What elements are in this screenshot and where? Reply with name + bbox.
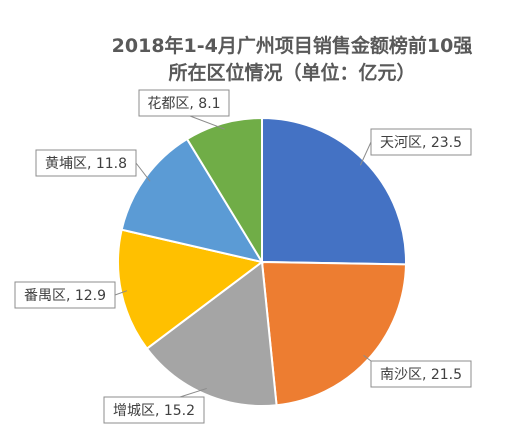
data-label-4: 番禺区, 12.9 [24, 288, 106, 304]
chart-subtitle: 所在区位情况（单位：亿元） [168, 62, 416, 84]
leader-line-3 [179, 387, 207, 398]
pie-slice-5 [120, 137, 265, 264]
data-label-box-6 [138, 89, 230, 117]
pie-data-labels: 天河区, 23.5 南沙区, 21.5 增城区, 15.2 番禺区, 12.9 黄埔区,… [14, 89, 472, 424]
data-label-6: 花都区, 8.1 [147, 96, 220, 112]
leader-line-6 [189, 115, 225, 130]
data-label-box-4 [14, 281, 116, 309]
pie-slice-2 [260, 260, 407, 407]
data-label-box-3 [103, 396, 205, 424]
data-label-1: 天河区, 23.5 [380, 135, 462, 151]
pie-slices [117, 116, 407, 407]
pie-slice-4 [117, 228, 265, 350]
data-label-5: 黄埔区, 11.8 [45, 155, 127, 172]
data-label-3: 增城区, 15.2 [113, 403, 195, 419]
leader-line-1 [359, 141, 372, 166]
chart-title: 2018年1-4月广州项目销售金额榜前10强 [111, 35, 473, 57]
pie-slice-3 [145, 260, 278, 407]
leader-line-2 [363, 354, 372, 362]
leader-line-4 [114, 290, 128, 296]
data-label-box-5 [35, 149, 137, 177]
leader-line-5 [135, 162, 151, 182]
pie-slice-6 [185, 116, 263, 266]
data-label-2: 南沙区, 21.5 [380, 367, 462, 383]
data-label-box-2 [370, 360, 472, 388]
pie-slice-1 [261, 116, 407, 266]
data-label-box-1 [370, 128, 472, 156]
